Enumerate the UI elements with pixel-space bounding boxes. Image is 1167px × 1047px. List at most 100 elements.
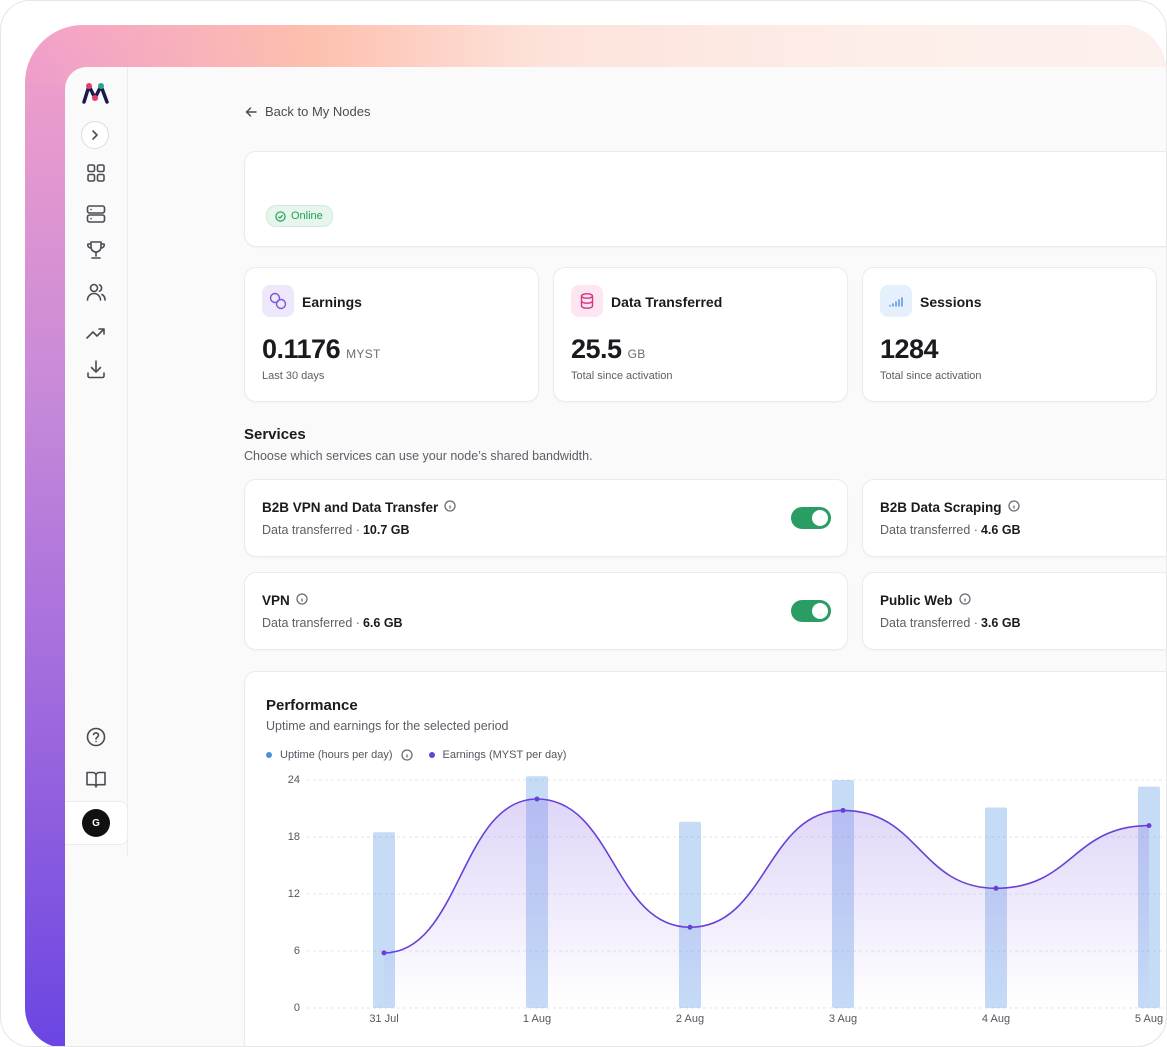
referrals-icon[interactable]: [85, 281, 107, 303]
info-icon[interactable]: [1007, 500, 1020, 515]
stat-note: Total since activation: [571, 370, 673, 382]
chart: 0 6 12 18 24 31 Jul 1 Aug 2 Aug 3 Aug 4 Aug 5 Aug: [288, 774, 1166, 1025]
stat-value-row: 1284: [880, 334, 939, 365]
point: [1146, 823, 1152, 829]
stat-value-row: 0.1176 MYST: [262, 334, 381, 365]
legend-dot: [428, 752, 435, 758]
service-data-amount: 6.6 GB: [362, 616, 403, 630]
expand-button[interactable]: [81, 121, 109, 149]
logo[interactable]: [81, 82, 111, 106]
stat-icon: [262, 285, 294, 317]
service-card: Public Web Data transferred · 3.6 GB: [862, 572, 1166, 650]
service-name: VPN: [262, 593, 290, 608]
point: [534, 796, 540, 802]
info-icon[interactable]: [400, 749, 413, 761]
status-text: Online: [291, 210, 323, 222]
stat-card: Sessions 1284 Total since activation: [862, 267, 1157, 402]
x-tick-label: 5 Aug: [1135, 1013, 1163, 1025]
service-data-label: Data transferred ·: [262, 523, 360, 537]
service-name-row: B2B Data Scraping: [880, 500, 1020, 515]
point: [993, 885, 999, 891]
service-data: Data transferred · 3.6 GB: [880, 616, 1021, 630]
x-tick-label: 1 Aug: [523, 1013, 551, 1025]
stat-unit: GB: [627, 347, 646, 361]
stat-value-row: 25.5 GB: [571, 334, 646, 365]
legend-label: Earnings (MYST per day): [442, 749, 567, 761]
y-tick-label: 6: [294, 945, 300, 957]
node-card: Online: [244, 151, 1166, 247]
stat-icon: [880, 285, 912, 317]
y-tick-label: 12: [288, 888, 300, 900]
rewards-icon[interactable]: [85, 239, 107, 261]
services-subtitle: Choose which services can use your node’…: [244, 449, 593, 463]
service-data-amount: 3.6 GB: [980, 616, 1021, 630]
service-data: Data transferred · 10.7 GB: [262, 523, 410, 537]
legend: Uptime (hours per day) Earnings (MYST per…: [266, 749, 566, 761]
status-badge: Online: [266, 205, 333, 227]
x-tick-label: 31 Jul: [369, 1013, 398, 1025]
stat-icon: [571, 285, 603, 317]
stat-note: Last 30 days: [262, 370, 325, 382]
services-title: Services: [244, 426, 306, 443]
performance-subtitle: Uptime and earnings for the selected per…: [266, 719, 509, 733]
stat-value: 25.5: [571, 334, 622, 364]
service-name: Public Web: [880, 593, 953, 608]
stat-value: 1284: [880, 334, 939, 364]
back-label[interactable]: Back to My Nodes: [265, 104, 371, 119]
service-name-row: VPN: [262, 593, 308, 608]
point: [687, 924, 693, 930]
stat-card: Earnings 0.1176 MYST Last 30 days: [244, 267, 539, 402]
y-tick-label: 18: [288, 831, 300, 843]
stat-value: 0.1176: [262, 334, 341, 364]
y-tick-label: 0: [294, 1002, 300, 1014]
point: [381, 950, 387, 956]
x-tick-label: 3 Aug: [829, 1013, 857, 1025]
info-icon[interactable]: [444, 500, 456, 515]
point: [840, 807, 846, 813]
area: [384, 799, 1149, 1008]
service-name: B2B Data Scraping: [880, 500, 1002, 515]
x-tick-label: 4 Aug: [982, 1013, 1010, 1025]
service-data-label: Data transferred ·: [262, 616, 360, 630]
service-name-row: B2B VPN and Data Transfer: [262, 500, 456, 515]
back-link[interactable]: Back to My Nodes: [245, 104, 371, 119]
service-data: Data transferred · 6.6 GB: [262, 616, 403, 630]
service-data-label: Data transferred ·: [880, 523, 978, 537]
stat-note: Total since activation: [880, 370, 982, 382]
user-box: G: [65, 801, 128, 845]
stat-card: Data Transferred 25.5 GB Total since acti…: [553, 267, 848, 402]
app-window: G Back to My Nodes Online Earnings 0.117…: [65, 67, 1166, 1046]
service-card: B2B Data Scraping Data transferred · 4.6 G…: [862, 479, 1166, 557]
x-tick-label: 2 Aug: [676, 1013, 704, 1025]
service-toggle[interactable]: [791, 507, 831, 529]
service-name-row: Public Web: [880, 593, 971, 608]
avatar[interactable]: G: [82, 809, 110, 837]
service-card: B2B VPN and Data Transfer Data transferre…: [244, 479, 848, 557]
info-icon[interactable]: [958, 593, 971, 608]
service-data-label: Data transferred ·: [880, 616, 978, 630]
nodes-icon[interactable]: [85, 203, 107, 225]
docs-icon[interactable]: [85, 768, 107, 790]
service-data-amount: 4.6 GB: [980, 523, 1021, 537]
service-data-amount: 10.7 GB: [362, 523, 410, 537]
service-name: B2B VPN and Data Transfer: [262, 500, 439, 515]
stat-title: Sessions: [920, 294, 982, 310]
service-data: Data transferred · 4.6 GB: [880, 523, 1021, 537]
info-icon[interactable]: [296, 593, 308, 608]
analytics-icon[interactable]: [85, 322, 107, 344]
legend-dot: [266, 752, 272, 758]
line: [383, 798, 1150, 954]
legend-label: Uptime (hours per day): [280, 749, 393, 761]
service-toggle[interactable]: [791, 600, 831, 622]
dashboard-icon[interactable]: [85, 162, 107, 184]
help-icon[interactable]: [85, 726, 107, 748]
stat-title: Data Transferred: [611, 294, 723, 310]
stat-unit: MYST: [346, 347, 381, 361]
service-card: VPN Data transferred · 6.6 GB: [244, 572, 848, 650]
y-tick-label: 24: [288, 774, 300, 786]
sidebar: G: [65, 67, 128, 856]
download-icon[interactable]: [85, 358, 107, 380]
